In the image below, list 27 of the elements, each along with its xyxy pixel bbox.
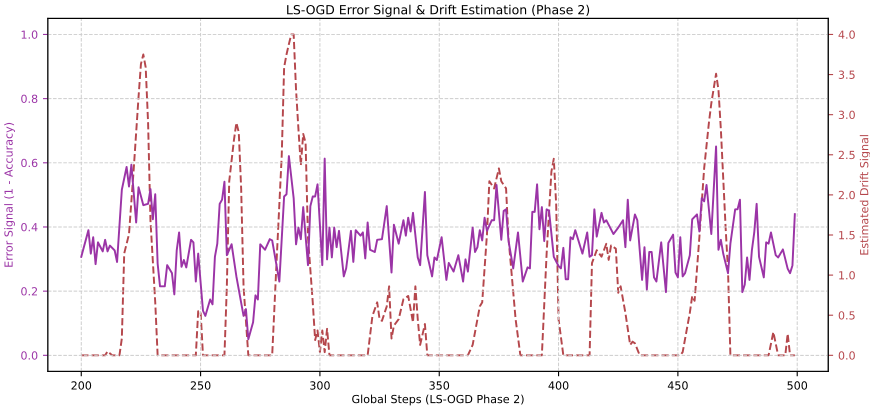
x-tick-label: 250 bbox=[190, 381, 210, 390]
y-tick-label: 0.2 bbox=[21, 287, 38, 296]
y2-tick-label: 4.0 bbox=[838, 30, 855, 39]
y2-tick-label: 1.0 bbox=[839, 271, 855, 280]
y2-tick-label: 0.5 bbox=[838, 311, 855, 320]
x-tick-label: 500 bbox=[787, 381, 808, 390]
y2-tick-label: 3.0 bbox=[838, 110, 855, 120]
y2-tick-label: 2.5 bbox=[838, 150, 855, 160]
y-tick-label: 0.4 bbox=[21, 222, 38, 232]
x-tick-label: 400 bbox=[548, 381, 568, 390]
y2-tick-label: 3.5 bbox=[838, 70, 855, 79]
x-tick-label: 450 bbox=[668, 381, 688, 390]
y2-tick-label: 2.0 bbox=[838, 190, 855, 200]
y-tick-label: 1.0 bbox=[22, 30, 38, 39]
x-tick-label: 200 bbox=[71, 381, 92, 390]
y-tick-label: 0.0 bbox=[21, 351, 38, 360]
chart-title: LS-OGD Error Signal & Drift Estimation (Phase 2) bbox=[287, 4, 590, 17]
y2-tick-label: 1.5 bbox=[839, 231, 855, 240]
x-tick-label: 350 bbox=[429, 381, 450, 390]
y-tick-label: 0.6 bbox=[21, 158, 38, 168]
y-axis-title: Error Signal (1 - Accuracy) bbox=[4, 122, 15, 267]
x-axis-title: Global Steps (LS-OGD Phase 2) bbox=[352, 394, 524, 406]
y-tick-label: 0.8 bbox=[21, 94, 38, 104]
x-tick-label: 300 bbox=[310, 381, 330, 390]
line-series bbox=[80, 145, 796, 340]
y2-tick-label: 0.0 bbox=[838, 351, 855, 360]
line-series bbox=[80, 33, 796, 356]
